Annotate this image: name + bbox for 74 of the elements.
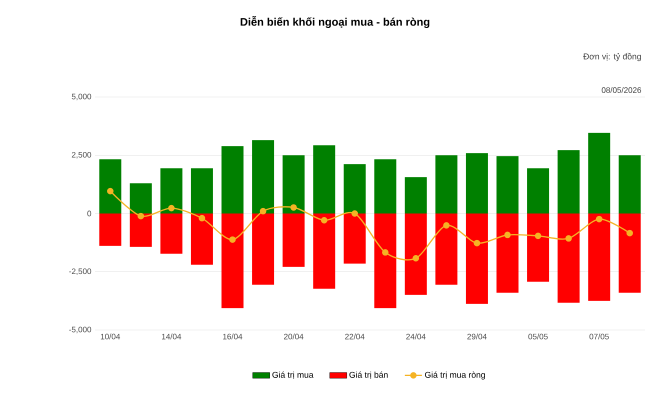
point xyxy=(320,217,328,224)
bar xyxy=(222,146,244,214)
bar xyxy=(435,155,458,214)
legend-label: Giá trị bán xyxy=(349,371,388,380)
x-tick-label: 05/05 xyxy=(528,334,548,340)
x-tick-label: 16/04 xyxy=(223,334,242,340)
bar xyxy=(404,214,427,295)
y-tick-label: 0 xyxy=(87,210,92,216)
point xyxy=(107,188,114,194)
x-tick-label: 14/04 xyxy=(162,334,182,340)
bar xyxy=(618,214,641,293)
point xyxy=(260,208,266,214)
bar xyxy=(435,214,458,285)
legend-label: Giá trị mua xyxy=(272,371,314,380)
bar xyxy=(282,155,305,214)
x-tick-label: 29/04 xyxy=(467,334,487,340)
point xyxy=(443,222,450,229)
bar xyxy=(130,183,152,214)
point xyxy=(168,204,175,212)
bar xyxy=(190,168,213,214)
bar xyxy=(588,132,610,214)
x-tick-label: 22/04 xyxy=(345,334,365,340)
x-tick-label: 07/05 xyxy=(589,334,609,340)
bar xyxy=(374,159,396,214)
bar xyxy=(374,214,396,308)
bar xyxy=(99,159,122,214)
point xyxy=(534,232,542,240)
bar xyxy=(618,155,641,214)
bar xyxy=(404,177,427,214)
bar xyxy=(313,145,336,214)
x-tick-label: 24/04 xyxy=(406,334,426,340)
bar xyxy=(527,168,550,214)
bar xyxy=(313,214,336,289)
bar xyxy=(252,140,274,214)
y-tick-label: 2,500 xyxy=(72,152,92,159)
legend-label: Giá trị mua ròng xyxy=(425,371,485,380)
x-tick-label: 20/04 xyxy=(284,334,304,340)
chart-title: Diễn biến khối ngoại mua - bán ròng xyxy=(240,16,430,28)
bar xyxy=(466,153,488,214)
point xyxy=(565,235,572,242)
point xyxy=(382,249,389,256)
point xyxy=(198,214,206,222)
point xyxy=(412,254,420,262)
point xyxy=(138,212,144,220)
y-tick-label: -5,000 xyxy=(69,326,92,334)
bar xyxy=(282,214,305,267)
point xyxy=(351,210,358,217)
point xyxy=(596,216,602,222)
bar xyxy=(558,150,580,214)
x-tick-label: 10/04 xyxy=(100,334,120,340)
bar xyxy=(160,168,182,214)
point xyxy=(474,240,480,246)
y-tick-label: -2,500 xyxy=(69,268,92,276)
bar xyxy=(130,214,152,247)
y-tick-label: 5,000 xyxy=(72,94,92,100)
bar xyxy=(466,214,488,304)
bar xyxy=(496,156,519,214)
text: 08/05/2026 xyxy=(602,87,642,93)
point xyxy=(229,236,236,243)
bar xyxy=(160,214,182,254)
bar xyxy=(222,214,244,308)
bar xyxy=(344,214,366,264)
bar xyxy=(496,214,519,293)
bar xyxy=(99,214,122,246)
bar xyxy=(558,214,580,303)
chart-subtitle: Đơn vị: tỷ đồng xyxy=(583,52,641,62)
point xyxy=(504,232,511,238)
point xyxy=(626,230,633,236)
bar xyxy=(252,214,274,285)
bar xyxy=(344,164,366,214)
point xyxy=(290,204,297,211)
bar xyxy=(190,214,213,265)
bar xyxy=(527,214,550,282)
bar xyxy=(588,214,610,301)
